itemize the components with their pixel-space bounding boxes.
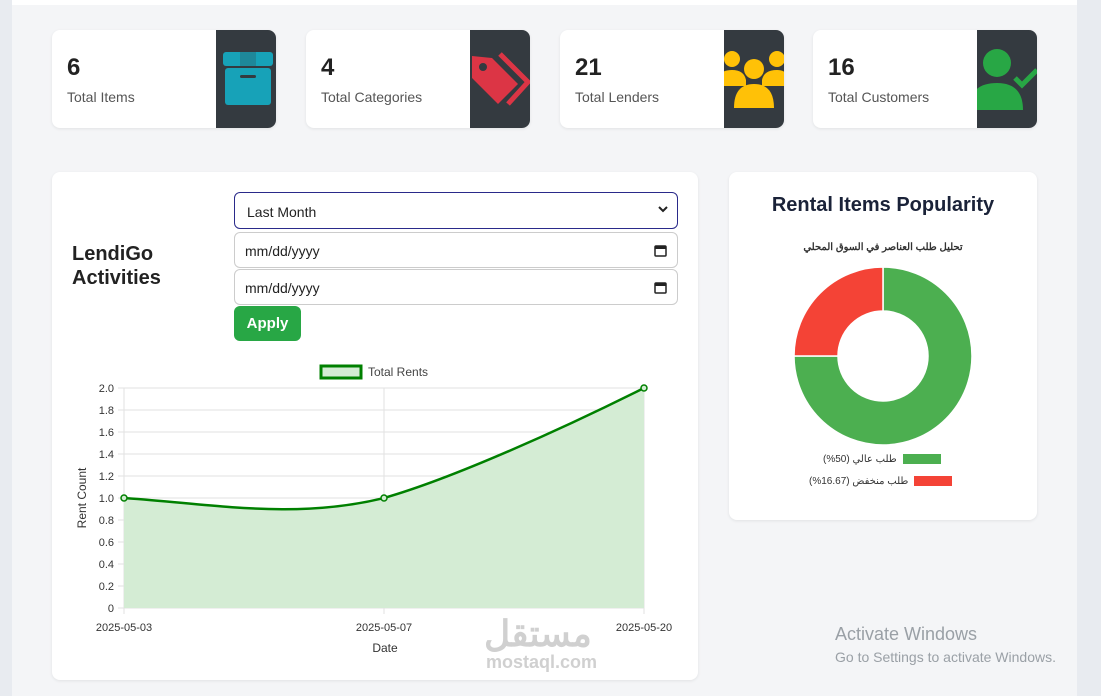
date-from-input[interactable]: mm/dd/yyyy (234, 232, 678, 268)
users-icon (724, 30, 784, 128)
range-select[interactable]: Last Month (234, 192, 678, 229)
apply-button[interactable]: Apply (234, 306, 301, 341)
y-tick-label: 1.0 (99, 493, 114, 505)
y-tick-label: 0 (108, 603, 114, 615)
activities-panel: LendiGo Activities Last Month mm/dd/yyyy… (52, 172, 698, 680)
calendar-icon[interactable] (654, 281, 667, 297)
popularity-donut-chart (793, 266, 973, 446)
y-tick-label: 0.6 (99, 537, 114, 549)
x-tick-label: 2025-05-07 (356, 622, 412, 634)
y-tick-label: 1.2 (99, 471, 114, 483)
tag-icon (470, 30, 530, 128)
range-select-value: Last Month (247, 204, 317, 220)
y-tick-label: 1.8 (99, 405, 114, 417)
y-tick-label: 1.4 (99, 449, 114, 461)
activate-title: Activate Windows (835, 624, 978, 644)
legend-swatch (902, 454, 941, 465)
legend-label: طلب عالي (50%) (823, 454, 897, 465)
chevron-down-icon (657, 203, 669, 218)
legend-swatch (914, 476, 953, 487)
rents-line-chart: 0 0.2 0.4 0.6 0.8 1.0 1.2 1.4 1.6 1.8 2.0 2025-05-0… (75, 364, 672, 655)
stat-card-items[interactable]: 6 Total Items (52, 30, 276, 128)
donut-slice (793, 266, 973, 446)
mostaql-watermark: مستقل mostaql.com (484, 613, 598, 673)
popularity-panel: Rental Items Popularity تحليل طلب العناص… (729, 172, 1037, 520)
top-bar (12, 0, 1077, 6)
y-tick-label: 0.8 (99, 515, 114, 527)
stat-label: Total Categories (321, 89, 423, 105)
donut-slice (793, 266, 884, 357)
x-tick-label: 2025-05-03 (96, 622, 152, 634)
stat-card-categories[interactable]: 4 Total Categories (306, 30, 530, 128)
legend-label: Total Rents (368, 365, 428, 379)
watermark-latin: mostaql.com (486, 652, 598, 672)
stat-value: 21 (575, 54, 602, 81)
data-point (640, 384, 648, 392)
legend-item-high: طلب عالي (50%) (823, 454, 941, 465)
activate-subtitle: Go to Settings to activate Windows. (835, 649, 1056, 665)
watermark-arabic: مستقل (484, 613, 592, 654)
y-tick-label: 0.4 (99, 559, 114, 571)
date-to-input[interactable]: mm/dd/yyyy (234, 269, 678, 305)
activities-title: LendiGo Activities (72, 243, 161, 289)
legend-label: طلب منخفض (16.67%) (809, 476, 909, 487)
stat-value: 6 (67, 54, 81, 81)
user-check-icon (977, 30, 1037, 128)
x-tick-label: 2025-05-20 (616, 622, 672, 634)
y-tick-label: 1.6 (99, 427, 114, 439)
data-point (380, 494, 388, 502)
activate-windows-notice: Activate Windows Go to Settings to activ… (835, 624, 1056, 665)
legend-swatch (319, 364, 363, 380)
legend-item-low: طلب منخفض (16.67%) (809, 476, 953, 487)
chart-subtitle: تحليل طلب العناصر في السوق المحلي (803, 242, 963, 253)
x-axis-label: Date (372, 641, 398, 655)
date-from-placeholder: mm/dd/yyyy (245, 243, 320, 259)
stat-value: 16 (828, 54, 855, 81)
y-axis-label: Rent Count (75, 467, 89, 528)
date-to-placeholder: mm/dd/yyyy (245, 280, 320, 296)
stat-card-customers[interactable]: 16 Total Customers (813, 30, 1037, 128)
stat-label: Total Lenders (575, 89, 660, 105)
y-tick-label: 0.2 (99, 581, 114, 593)
popularity-title: Rental Items Popularity (771, 194, 995, 216)
stat-card-lenders[interactable]: 21 Total Lenders (560, 30, 784, 128)
stat-label: Total Items (67, 89, 135, 105)
box-icon (216, 30, 276, 128)
data-point (120, 494, 128, 502)
stat-label: Total Customers (828, 89, 930, 105)
y-tick-label: 2.0 (99, 383, 114, 395)
stat-value: 4 (321, 54, 335, 81)
calendar-icon[interactable] (654, 244, 667, 260)
